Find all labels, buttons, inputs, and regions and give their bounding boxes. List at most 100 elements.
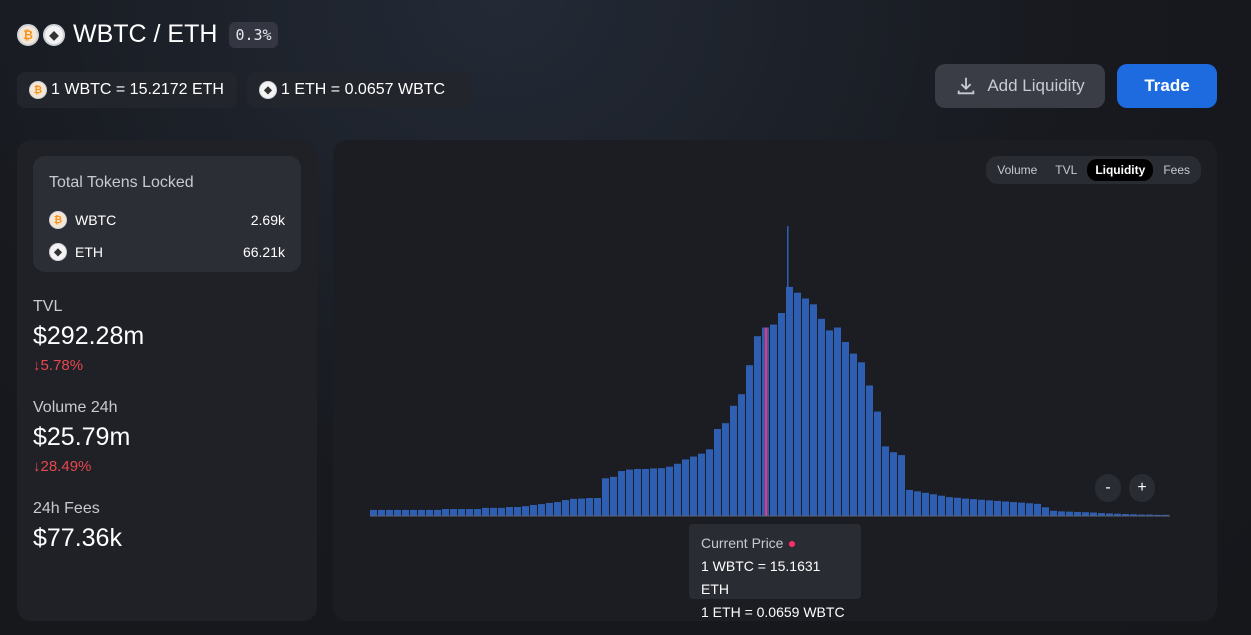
liquidity-bar bbox=[754, 336, 761, 516]
tokens-locked-title: Total Tokens Locked bbox=[49, 174, 194, 191]
liquidity-bar bbox=[1026, 503, 1033, 516]
liquidity-bar bbox=[730, 405, 737, 516]
liquidity-bar bbox=[450, 509, 457, 516]
liquidity-bar bbox=[794, 292, 801, 516]
liquidity-bar bbox=[506, 507, 513, 516]
zoom-out-button[interactable]: - bbox=[1095, 474, 1121, 502]
liquidity-bar bbox=[818, 318, 825, 516]
token-symbol: ETH bbox=[75, 244, 103, 260]
tvl-stat: TVL $292.28m ↓5.78% bbox=[33, 298, 144, 374]
zoom-in-button[interactable]: + bbox=[1129, 474, 1155, 502]
total-tokens-locked: Total Tokens Locked ₿ WBTC 2.69k ◆ ETH 6… bbox=[33, 156, 301, 272]
liquidity-bar bbox=[810, 304, 817, 516]
liquidity-bar bbox=[474, 509, 481, 516]
liquidity-bar bbox=[418, 509, 425, 516]
liquidity-bar bbox=[738, 394, 745, 516]
liquidity-bar bbox=[1154, 514, 1161, 516]
liquidity-bar bbox=[602, 478, 609, 516]
liquidity-bar bbox=[946, 497, 953, 516]
stat-value: $77.36k bbox=[33, 524, 122, 552]
liquidity-bar bbox=[570, 498, 577, 516]
liquidity-bar bbox=[1034, 503, 1041, 516]
liquidity-bar bbox=[666, 466, 673, 516]
liquidity-bar bbox=[682, 459, 689, 516]
ethereum-icon: ◆ bbox=[49, 243, 67, 261]
liquidity-bar bbox=[370, 509, 377, 516]
liquidity-bar bbox=[410, 509, 417, 516]
volume-stat: Volume 24h $25.79m ↓28.49% bbox=[33, 399, 130, 475]
token-amount: 2.69k bbox=[250, 212, 285, 228]
liquidity-bar bbox=[1050, 510, 1057, 516]
liquidity-bar bbox=[850, 353, 857, 516]
liquidity-bar bbox=[722, 423, 729, 516]
token-row-wbtc: ₿ WBTC 2.69k bbox=[49, 204, 285, 236]
liquidity-bar bbox=[1010, 502, 1017, 516]
liquidity-bar bbox=[1042, 507, 1049, 516]
pair-header: ₿ ◆ WBTC / ETH 0.3% bbox=[17, 20, 278, 49]
stat-label: TVL bbox=[33, 298, 63, 315]
tab-liquidity[interactable]: Liquidity bbox=[1087, 159, 1154, 181]
tab-fees[interactable]: Fees bbox=[1163, 163, 1190, 177]
liquidity-bar bbox=[746, 365, 753, 516]
trade-button[interactable]: Trade bbox=[1117, 64, 1217, 108]
liquidity-bar bbox=[386, 509, 393, 516]
download-icon bbox=[958, 77, 975, 95]
fee-tier-badge: 0.3% bbox=[229, 21, 278, 48]
liquidity-bar bbox=[426, 509, 433, 516]
liquidity-bar bbox=[514, 507, 521, 516]
liquidity-bar bbox=[978, 499, 985, 516]
liquidity-bar bbox=[658, 468, 665, 516]
liquidity-bar bbox=[874, 411, 881, 516]
rate-text: 1 WBTC = 15.2172 ETH bbox=[51, 81, 224, 98]
liquidity-bar bbox=[962, 498, 969, 516]
liquidity-bar bbox=[1114, 513, 1121, 516]
tab-tvl[interactable]: TVL bbox=[1055, 163, 1078, 177]
liquidity-bar bbox=[1146, 514, 1153, 516]
liquidity-bar bbox=[490, 507, 497, 516]
liquidity-bar bbox=[458, 509, 465, 516]
liquidity-bar bbox=[890, 452, 897, 516]
tooltip-line: 1 ETH = 0.0659 WBTC bbox=[701, 604, 845, 620]
liquidity-bar bbox=[562, 500, 569, 516]
liquidity-bar bbox=[442, 509, 449, 516]
liquidity-bar bbox=[826, 330, 833, 516]
pair-title: WBTC / ETH bbox=[73, 20, 218, 48]
tooltip-title: Current Price bbox=[701, 532, 849, 555]
liquidity-bar bbox=[1098, 513, 1105, 516]
stat-value: $292.28m bbox=[33, 322, 145, 350]
liquidity-bar bbox=[706, 449, 713, 516]
token-amount: 66.21k bbox=[242, 244, 285, 260]
bitcoin-icon: ₿ bbox=[17, 23, 39, 46]
liquidity-bar bbox=[1162, 514, 1169, 516]
rate-eth-wbtc[interactable]: ◆ 1 ETH = 0.0657 WBTC bbox=[247, 72, 472, 108]
tooltip-line: 1 WBTC = 15.1631 ETH bbox=[701, 558, 821, 597]
rate-wbtc-eth[interactable]: ₿ 1 WBTC = 15.2172 ETH bbox=[17, 72, 237, 108]
tab-volume[interactable]: Volume bbox=[997, 163, 1038, 177]
liquidity-bar bbox=[698, 453, 705, 516]
liquidity-bar bbox=[538, 504, 545, 516]
liquidity-bar bbox=[834, 327, 841, 516]
liquidity-bar bbox=[802, 298, 809, 516]
liquidity-bar bbox=[778, 313, 785, 516]
add-liquidity-button[interactable]: Add Liquidity bbox=[935, 64, 1105, 108]
liquidity-bar bbox=[626, 469, 633, 516]
liquidity-bar bbox=[1138, 514, 1145, 516]
liquidity-bar bbox=[642, 469, 649, 516]
liquidity-bar bbox=[498, 507, 505, 516]
ethereum-icon: ◆ bbox=[259, 81, 277, 99]
add-liquidity-label: Add Liquidity bbox=[987, 76, 1085, 95]
liquidity-bar bbox=[970, 499, 977, 516]
stat-value: $25.79m bbox=[33, 423, 131, 451]
liquidity-bar bbox=[866, 385, 873, 516]
liquidity-bar bbox=[922, 492, 929, 516]
liquidity-bar bbox=[1002, 501, 1009, 516]
liquidity-bar bbox=[546, 502, 553, 516]
chart-tabs: Volume TVL Liquidity Fees bbox=[986, 156, 1201, 184]
stat-change: ↓5.78% bbox=[33, 357, 84, 374]
liquidity-bar bbox=[522, 506, 529, 516]
liquidity-bar bbox=[586, 498, 593, 516]
liquidity-bar bbox=[434, 509, 441, 516]
current-price-tooltip: Current Price 1 WBTC = 15.1631 ETH 1 ETH… bbox=[689, 524, 861, 620]
fees-stat: 24h Fees $77.36k bbox=[33, 500, 122, 553]
current-price-dot bbox=[789, 541, 796, 548]
